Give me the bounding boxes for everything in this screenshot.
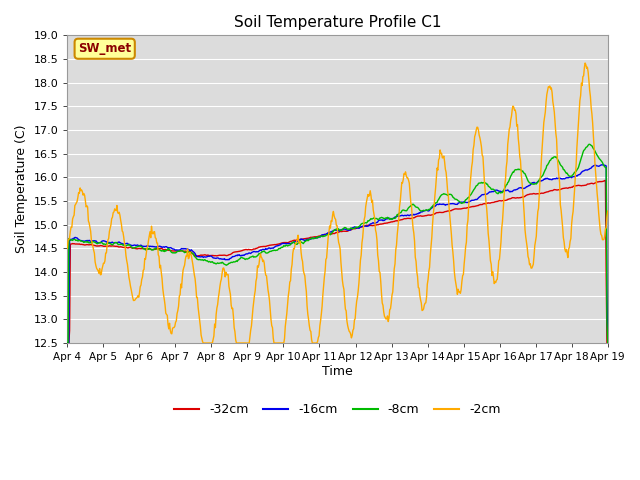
Title: Soil Temperature Profile C1: Soil Temperature Profile C1	[234, 15, 441, 30]
X-axis label: Time: Time	[322, 365, 353, 378]
Y-axis label: Soil Temperature (C): Soil Temperature (C)	[15, 125, 28, 253]
Legend: -32cm, -16cm, -8cm, -2cm: -32cm, -16cm, -8cm, -2cm	[169, 398, 506, 421]
Text: SW_met: SW_met	[78, 42, 131, 55]
